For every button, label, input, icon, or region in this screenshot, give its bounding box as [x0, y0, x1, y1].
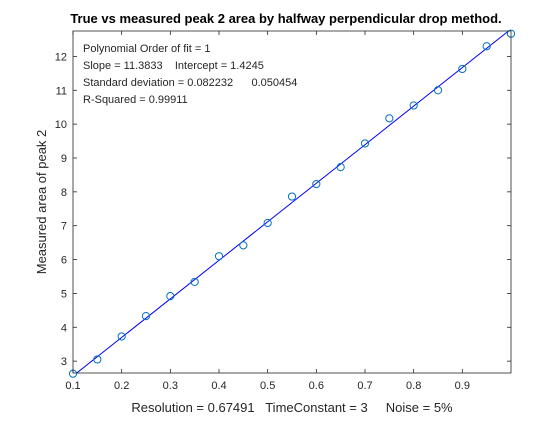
x-axis-label: Resolution = 0.67491 TimeConstant = 3 No… [131, 400, 453, 415]
y-tick-label: 9 [61, 153, 67, 165]
data-point [239, 241, 248, 250]
data-point [263, 218, 272, 228]
data-point [385, 114, 394, 123]
x-tick-label: 0.1 [65, 380, 80, 392]
x-tick-label: 0.6 [309, 380, 324, 392]
y-tick-label: 6 [61, 255, 67, 267]
data-point [360, 139, 370, 148]
y-tick-label: 11 [56, 85, 67, 97]
data-point [190, 277, 199, 287]
fit-stddev-text: Standard deviation = 0.082232 0.050454 [83, 77, 297, 89]
x-tick-label: 0.4 [211, 380, 226, 392]
data-point [141, 312, 151, 321]
fit-order-text: Polynomial Order of fit = 1 [83, 43, 210, 55]
y-tick-label: 10 [55, 119, 67, 131]
data-point [458, 64, 467, 74]
data-point [433, 86, 443, 95]
data-point [336, 163, 345, 172]
chart-title: True vs measured peak 2 area by halfway … [70, 11, 501, 26]
fit-slope-text: Slope = 11.3833 Intercept = 1.4245 [83, 60, 264, 72]
data-point [409, 101, 418, 110]
data-point [312, 179, 321, 189]
x-tick-label: 0.8 [406, 380, 421, 392]
x-tick-label: 0.7 [357, 380, 372, 392]
y-tick-label: 7 [61, 221, 67, 233]
y-tick-label: 8 [61, 187, 67, 199]
x-tick-label: 0.3 [163, 380, 178, 392]
y-tick-label: 4 [61, 322, 67, 334]
data-point [117, 332, 126, 341]
y-tick-label: 12 [55, 51, 67, 63]
data-point [482, 42, 491, 51]
axes-box [72, 30, 512, 374]
data-point [214, 252, 224, 261]
data-point [166, 292, 175, 301]
y-tick-label: 3 [61, 356, 67, 368]
x-tick-label: 0.2 [114, 380, 129, 392]
y-tick-label: 5 [61, 288, 67, 300]
data-point [93, 355, 102, 364]
fit-info-annotation: Polynomial Order of fit = 1 Slope = 11.3… [83, 43, 297, 106]
x-tick-label: 0.9 [455, 380, 470, 392]
data-point [287, 192, 297, 201]
y-axis-label: Measured area of peak 2 [34, 130, 49, 275]
x-tick-label: 0.5 [260, 380, 275, 392]
fit-rsquared-text: R-Squared = 0.99911 [83, 94, 188, 106]
